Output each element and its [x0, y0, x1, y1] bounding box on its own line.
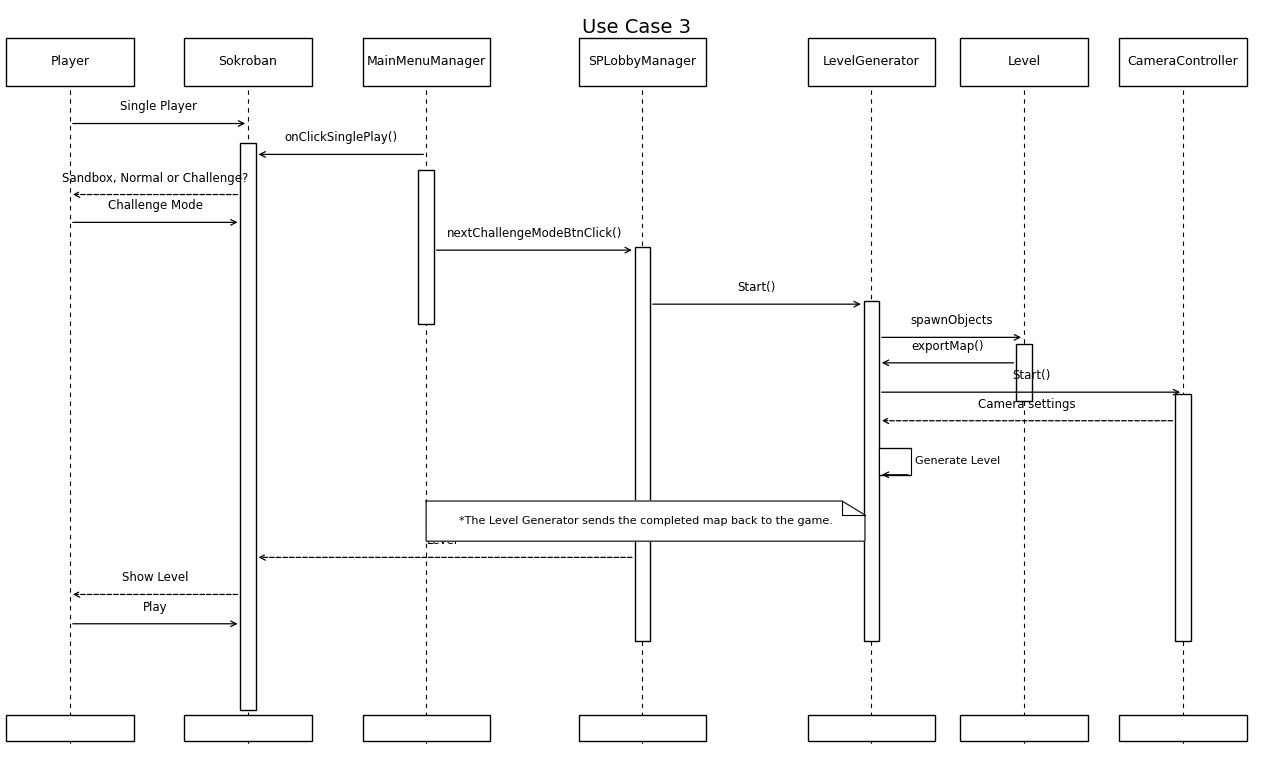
Text: Camera settings: Camera settings [978, 398, 1076, 411]
FancyBboxPatch shape [579, 38, 706, 86]
Text: Play: Play [142, 601, 168, 614]
Polygon shape [426, 501, 865, 541]
Text: MainMenuManager: MainMenuManager [366, 56, 486, 68]
Text: onClickSinglePlay(): onClickSinglePlay() [285, 131, 397, 144]
FancyBboxPatch shape [363, 715, 490, 741]
Bar [1175, 394, 1191, 641]
Bar [879, 448, 911, 475]
FancyBboxPatch shape [579, 715, 706, 741]
FancyBboxPatch shape [6, 38, 134, 86]
Bar [418, 170, 434, 324]
Text: Challenge Mode: Challenge Mode [108, 199, 202, 212]
Text: SPLobbyManager: SPLobbyManager [589, 56, 696, 68]
Text: Player: Player [51, 56, 89, 68]
Bar [864, 301, 879, 641]
Text: Sandbox, Normal or Challenge?: Sandbox, Normal or Challenge? [62, 171, 248, 185]
Text: CameraController: CameraController [1127, 56, 1239, 68]
Text: Start(): Start() [1011, 369, 1051, 382]
FancyBboxPatch shape [808, 715, 935, 741]
Bar [635, 247, 650, 641]
Text: Single Player: Single Player [121, 100, 197, 113]
FancyBboxPatch shape [960, 38, 1088, 86]
FancyBboxPatch shape [808, 38, 935, 86]
Text: LevelGenerator: LevelGenerator [823, 56, 920, 68]
Text: Use Case 3: Use Case 3 [581, 18, 691, 36]
Text: spawnObjects: spawnObjects [911, 314, 992, 327]
FancyBboxPatch shape [1119, 715, 1247, 741]
Text: Level*: Level* [426, 534, 464, 547]
Text: exportMap(): exportMap() [912, 340, 983, 353]
Text: *The Level Generator sends the completed map back to the game.: *The Level Generator sends the completed… [459, 516, 832, 526]
FancyBboxPatch shape [363, 38, 490, 86]
Bar [1016, 344, 1032, 401]
FancyBboxPatch shape [1119, 38, 1247, 86]
FancyBboxPatch shape [184, 715, 312, 741]
FancyBboxPatch shape [6, 715, 134, 741]
Text: Sokroban: Sokroban [219, 56, 277, 68]
Text: Generate Level: Generate Level [915, 456, 1000, 466]
Text: Show Level: Show Level [122, 571, 188, 584]
Bar [240, 143, 256, 710]
FancyBboxPatch shape [184, 38, 312, 86]
FancyBboxPatch shape [960, 715, 1088, 741]
Text: nextChallengeModeBtnClick(): nextChallengeModeBtnClick() [446, 227, 622, 240]
Text: Start(): Start() [738, 281, 776, 294]
Text: Level: Level [1007, 56, 1040, 68]
